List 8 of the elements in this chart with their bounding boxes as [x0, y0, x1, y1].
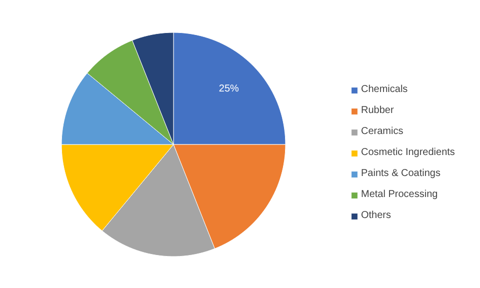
legend-label: Rubber: [361, 105, 394, 116]
legend-label: Others: [361, 210, 392, 221]
legend-label: Paints & Coatings: [361, 168, 440, 179]
data-label: 25%: [218, 84, 240, 95]
legend-label: Cosmetic Ingredients: [361, 147, 455, 158]
legend-label: Metal Processing: [361, 189, 438, 200]
legend-label: Chemicals: [361, 84, 408, 95]
legend-label: Ceramics: [361, 126, 404, 137]
